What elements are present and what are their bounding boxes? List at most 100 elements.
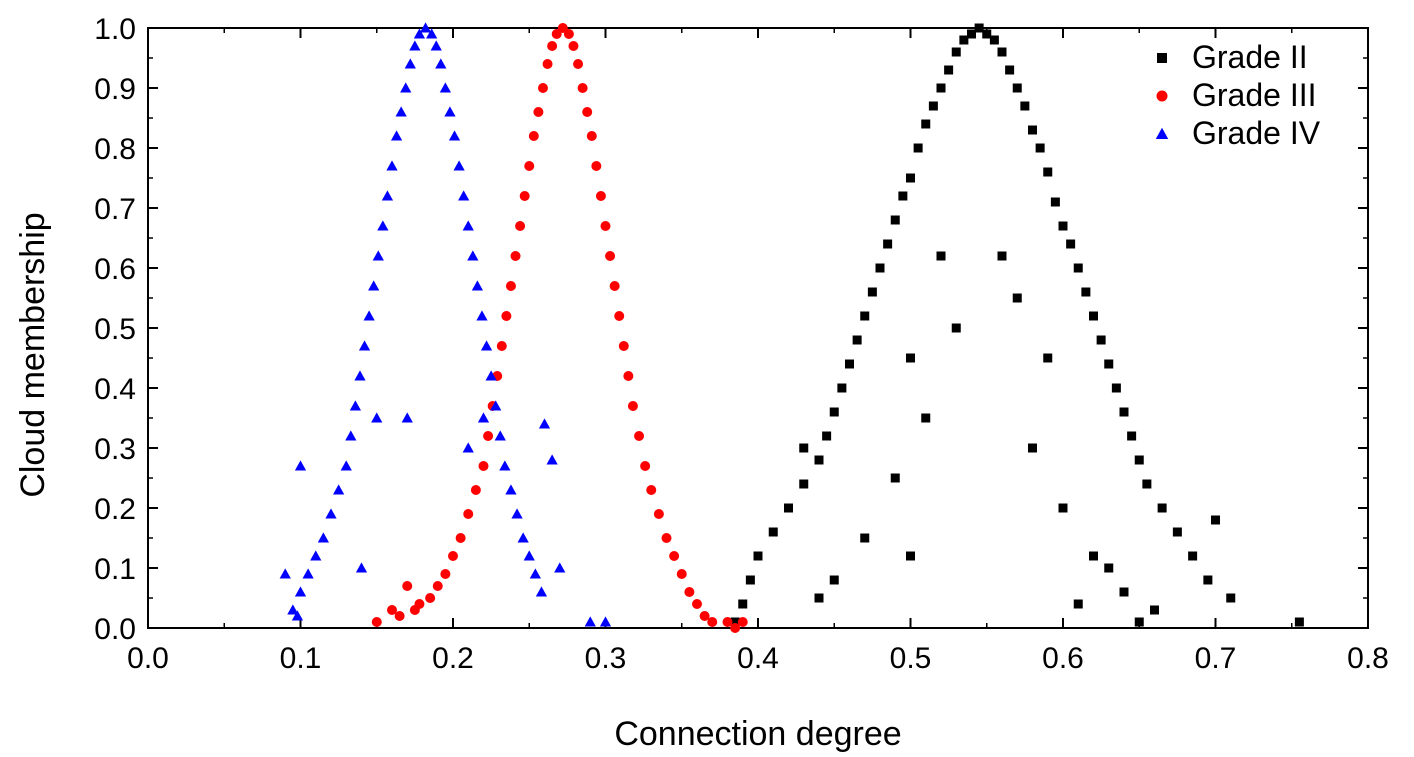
data-points [279, 22, 1304, 633]
data-point [354, 370, 366, 381]
data-point [485, 370, 497, 381]
data-point [386, 160, 398, 171]
data-point [599, 616, 612, 627]
data-point [387, 605, 397, 615]
series-3 [279, 22, 612, 627]
data-point [646, 485, 657, 495]
y-tick-label: 0.7 [94, 193, 136, 226]
x-tick-label: 0.1 [280, 642, 322, 675]
y-tick-label: 0.0 [94, 613, 136, 646]
data-point [510, 251, 521, 261]
series-1 [730, 23, 1304, 627]
y-tick-label: 0.1 [94, 553, 136, 586]
data-point [753, 551, 763, 561]
data-point [997, 251, 1007, 261]
data-point [997, 47, 1007, 57]
x-tick-label: 0.5 [890, 642, 932, 675]
data-point [906, 173, 915, 183]
data-point [529, 568, 541, 579]
data-point [390, 130, 403, 141]
data-point [852, 335, 862, 345]
data-point [453, 160, 465, 171]
plot-frame [147, 27, 1369, 629]
data-point [898, 191, 908, 201]
data-point [395, 106, 407, 117]
data-point [1058, 503, 1068, 513]
data-point [381, 190, 394, 201]
data-point [294, 586, 307, 597]
data-point [563, 29, 574, 39]
data-point [614, 311, 625, 321]
data-point [432, 581, 443, 591]
data-point [409, 605, 420, 615]
data-point [542, 59, 553, 69]
data-point [1005, 65, 1015, 75]
data-point [582, 107, 593, 117]
data-point [1134, 455, 1144, 465]
data-point [669, 551, 680, 561]
data-point [425, 593, 436, 603]
data-point [722, 617, 733, 627]
series-2 [371, 23, 748, 633]
data-point [325, 508, 337, 519]
data-point [890, 473, 900, 483]
data-point [1089, 311, 1098, 321]
data-point [1142, 479, 1152, 489]
x-tick-label: 0.3 [585, 642, 627, 675]
data-point [1050, 197, 1060, 207]
data-point [928, 101, 938, 111]
data-point [936, 83, 946, 93]
data-point [745, 575, 755, 585]
data-point [875, 263, 885, 273]
legend-label: Grade II [1192, 39, 1308, 75]
data-point [419, 22, 432, 33]
data-point [951, 323, 961, 333]
data-point [1020, 101, 1030, 111]
data-point [1104, 563, 1114, 573]
y-tick-label: 0.8 [94, 133, 136, 166]
data-point [279, 568, 291, 579]
y-tick-label: 0.6 [94, 253, 136, 286]
data-point [448, 130, 461, 141]
data-point [605, 251, 616, 261]
data-point [1203, 575, 1213, 585]
data-point [483, 431, 494, 441]
data-point [462, 220, 474, 231]
y-tick-label: 0.3 [94, 433, 136, 466]
data-point [860, 533, 870, 543]
data-point [310, 550, 322, 561]
data-point [623, 371, 634, 381]
data-point [537, 83, 548, 93]
data-point [906, 353, 915, 363]
data-point [294, 460, 307, 471]
data-point [737, 617, 748, 627]
x-tick-label: 0.6 [1042, 642, 1084, 675]
data-point [435, 58, 447, 69]
data-point [448, 551, 458, 561]
data-point [730, 623, 741, 633]
data-point [906, 551, 915, 561]
data-point [1035, 143, 1045, 153]
data-point [400, 82, 412, 93]
data-point [921, 119, 931, 129]
data-point [528, 131, 539, 141]
data-point [413, 28, 426, 39]
data-point [974, 23, 984, 33]
data-point [684, 587, 695, 597]
data-point [1081, 287, 1091, 297]
data-point [1119, 407, 1129, 417]
data-point [661, 533, 672, 543]
data-point [738, 599, 748, 609]
data-point [814, 455, 824, 465]
data-point [692, 599, 702, 609]
data-point [1012, 293, 1022, 303]
data-point [371, 412, 383, 423]
data-point [936, 251, 946, 261]
data-point [573, 59, 584, 69]
data-point [287, 604, 299, 615]
data-point [822, 431, 832, 441]
y-tick-label: 0.9 [94, 73, 136, 106]
data-point [333, 484, 345, 495]
data-point [496, 341, 507, 351]
data-point [829, 407, 839, 417]
